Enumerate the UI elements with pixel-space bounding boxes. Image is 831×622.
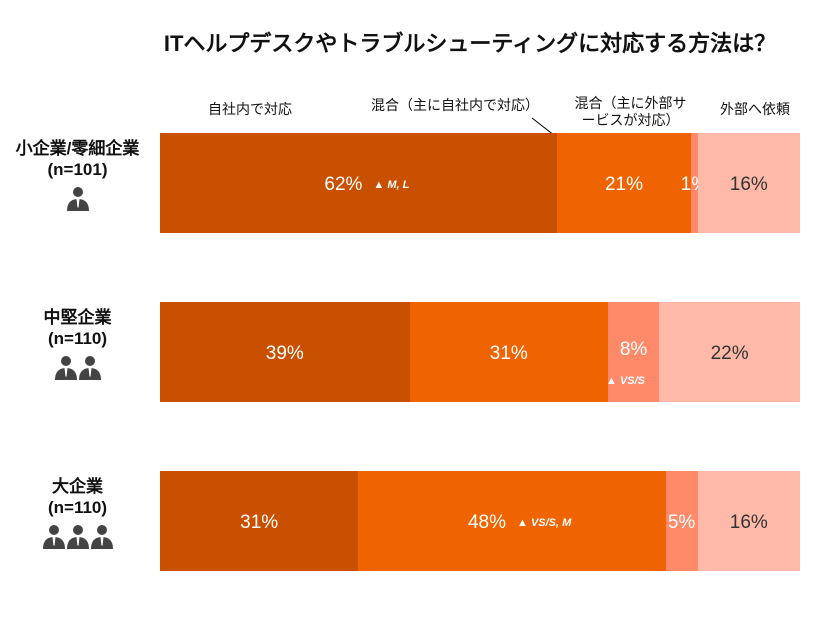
significance-note: ▲ M, L bbox=[373, 179, 410, 191]
people-icon bbox=[0, 524, 155, 550]
bar-segment bbox=[691, 133, 698, 233]
group-name: 大企業 bbox=[52, 477, 103, 496]
data-label: 39% bbox=[265, 343, 304, 364]
bar-segment bbox=[665, 471, 698, 571]
data-label: 22% bbox=[710, 343, 749, 364]
group-name: 中堅企業 bbox=[43, 308, 112, 327]
data-label: 62% bbox=[324, 174, 363, 195]
bar-segment bbox=[160, 133, 557, 233]
bar-segment bbox=[160, 302, 410, 402]
data-label: 31% bbox=[489, 343, 528, 364]
group-label: 大企業 (n=110) bbox=[0, 476, 155, 550]
legend-label-in-house: 自社内で対応 bbox=[208, 101, 292, 117]
chart-title: ITヘルプデスクやトラブルシューティングに対応する方法は？ bbox=[163, 31, 777, 56]
bar-segment bbox=[358, 471, 666, 571]
significance-note: ▲ VS/S, M bbox=[517, 517, 572, 529]
data-label: 21% bbox=[604, 174, 644, 195]
people-icon bbox=[0, 186, 155, 212]
group-label: 小企業/零細企業 (n=101) bbox=[0, 138, 155, 212]
data-label: 48% bbox=[467, 512, 507, 533]
data-label: 31% bbox=[240, 512, 279, 533]
bar-row: 39% 31% 8% ▲ VS/S 22% bbox=[160, 302, 800, 402]
people-icon bbox=[0, 355, 155, 381]
bar-segment bbox=[659, 302, 800, 402]
bar-segment bbox=[697, 471, 800, 571]
data-label: 8% bbox=[619, 339, 648, 360]
group-name: 小企業/零細企業 bbox=[15, 139, 140, 158]
group-label: 中堅企業 (n=110) bbox=[0, 307, 155, 381]
bar-segment bbox=[697, 133, 800, 233]
legend-label-external: 外部へ依頼 bbox=[720, 101, 790, 117]
bar-row: 31% 48% ▲ VS/S, M 5% 16% bbox=[160, 471, 800, 571]
data-label: 16% bbox=[729, 174, 768, 195]
bar-row: 62% ▲ M, L 21% 1% 16% bbox=[160, 133, 800, 233]
data-label: 16% bbox=[729, 512, 768, 533]
bar-segment bbox=[608, 302, 660, 402]
significance-note: ▲ VS/S bbox=[606, 375, 646, 387]
group-sample-size: (n=101) bbox=[47, 160, 108, 179]
bar-segment bbox=[409, 302, 608, 402]
group-sample-size: (n=110) bbox=[47, 498, 108, 517]
bar-segment bbox=[556, 133, 692, 233]
data-label: 5% bbox=[667, 512, 696, 533]
legend-label-mixed-in-house: 混合（主に自社内で対応） bbox=[371, 97, 539, 113]
bar-segment bbox=[160, 471, 359, 571]
group-sample-size: (n=110) bbox=[47, 329, 108, 348]
legend-label-mixed-external: 混合（主に外部サービスが対応） bbox=[574, 95, 687, 128]
